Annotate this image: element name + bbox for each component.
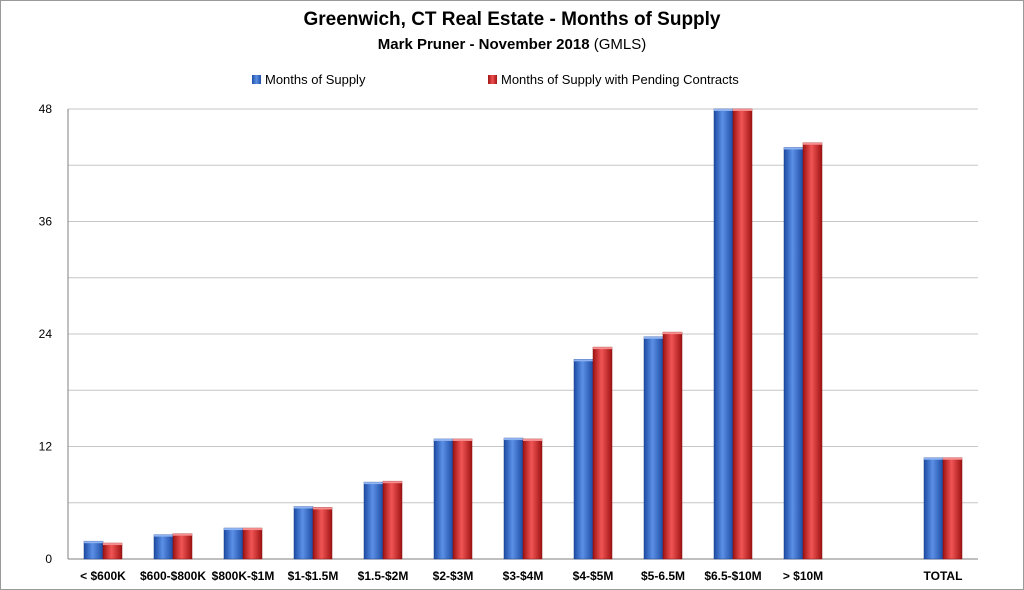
x-category-label: $5-6.5M bbox=[641, 569, 685, 583]
bar-top-highlight bbox=[434, 439, 453, 441]
bar-pending-contracts bbox=[592, 346, 613, 560]
chart-subtitle: Mark Pruner - November 2018 (GMLS) bbox=[0, 36, 1024, 53]
chart-legend: Months of Supply Months of Supply with P… bbox=[0, 72, 1024, 90]
bar-months-of-supply bbox=[223, 527, 244, 560]
bar-top-highlight bbox=[103, 543, 122, 546]
x-category-label: $1-$1.5M bbox=[288, 569, 339, 583]
bar-top-highlight bbox=[803, 142, 822, 145]
bar-top-highlight bbox=[313, 507, 332, 510]
axes: 0 12 24 36 48 < $600K $600-$800K $800K-$1M $1-$1… bbox=[39, 102, 963, 583]
y-tick-label: 12 bbox=[39, 440, 53, 454]
legend-label-pending-contracts: Months of Supply with Pending Contracts bbox=[501, 72, 739, 87]
legend-item-months-of-supply: Months of Supply bbox=[252, 72, 365, 87]
x-category-label: < $600K bbox=[80, 569, 126, 583]
bar-top-highlight bbox=[644, 336, 663, 339]
bar-top-highlight bbox=[173, 533, 192, 536]
x-category-label: $1.5-$2M bbox=[358, 569, 409, 583]
y-tick-label: 48 bbox=[39, 102, 53, 116]
bar-top-highlight bbox=[733, 109, 752, 111]
chart-title: Greenwich, CT Real Estate - Months of Su… bbox=[303, 9, 721, 30]
chart-subtitle-bold: Mark Pruner - November 2018 bbox=[377, 36, 590, 53]
bar-months-of-supply bbox=[153, 534, 174, 560]
bar-months-of-supply bbox=[783, 147, 804, 560]
bar-months-of-supply bbox=[643, 336, 664, 560]
x-category-label: TOTAL bbox=[924, 569, 963, 583]
bar-pending-contracts bbox=[802, 142, 823, 560]
x-category-label: $3-$4M bbox=[503, 569, 544, 583]
x-category-label: $800K-$1M bbox=[212, 569, 275, 583]
bar-top-highlight bbox=[924, 457, 943, 460]
bar-pending-contracts bbox=[102, 542, 123, 560]
y-tick-label: 24 bbox=[39, 327, 53, 341]
bar-pending-contracts bbox=[942, 457, 963, 560]
bar-top-highlight bbox=[294, 506, 313, 509]
y-tick-label: 36 bbox=[39, 215, 53, 229]
bar-top-highlight bbox=[504, 438, 523, 441]
bar-months-of-supply bbox=[573, 359, 594, 560]
bar-top-highlight bbox=[364, 482, 383, 485]
chart-subtitle-source: (GMLS) bbox=[593, 36, 647, 53]
bar-pending-contracts bbox=[172, 533, 193, 560]
bar-months-of-supply bbox=[713, 108, 734, 560]
bar-pending-contracts bbox=[312, 507, 333, 560]
x-category-label: $4-$5M bbox=[573, 569, 614, 583]
bar-top-highlight bbox=[523, 439, 542, 441]
bar-pending-contracts bbox=[382, 480, 403, 560]
bar-pending-contracts bbox=[242, 527, 263, 560]
bar-top-highlight bbox=[154, 534, 173, 537]
bar-months-of-supply bbox=[363, 481, 384, 560]
bar-top-highlight bbox=[593, 347, 612, 350]
bar-top-highlight bbox=[943, 457, 962, 460]
bar-top-highlight bbox=[714, 109, 733, 111]
bars bbox=[83, 108, 963, 560]
bar-top-highlight bbox=[84, 541, 103, 544]
bar-months-of-supply bbox=[293, 506, 314, 560]
legend-swatch-blue bbox=[252, 75, 261, 84]
bar-pending-contracts bbox=[522, 438, 543, 560]
y-tick-label: 0 bbox=[45, 552, 52, 566]
bar-months-of-supply bbox=[503, 437, 524, 560]
legend-item-pending-contracts: Months of Supply with Pending Contracts bbox=[488, 72, 739, 87]
bar-months-of-supply bbox=[83, 540, 104, 560]
legend-label-months-of-supply: Months of Supply bbox=[265, 72, 366, 87]
bar-top-highlight bbox=[383, 481, 402, 484]
bar-top-highlight bbox=[243, 528, 262, 531]
bar-pending-contracts bbox=[732, 108, 753, 560]
bar-top-highlight bbox=[784, 147, 803, 150]
bar-pending-contracts bbox=[452, 438, 473, 560]
bar-pending-contracts bbox=[662, 331, 683, 560]
bar-top-highlight bbox=[224, 528, 243, 531]
bar-months-of-supply bbox=[923, 457, 944, 560]
legend-swatch-red bbox=[488, 75, 497, 84]
bar-top-highlight bbox=[453, 439, 472, 441]
bar-months-of-supply bbox=[433, 438, 454, 560]
x-category-label: $2-$3M bbox=[433, 569, 474, 583]
bar-top-highlight bbox=[574, 359, 593, 362]
bar-top-highlight bbox=[663, 332, 682, 335]
x-category-label: $600-$800K bbox=[140, 569, 206, 583]
x-category-label: $6.5-$10M bbox=[704, 569, 761, 583]
x-category-label: > $10M bbox=[783, 569, 823, 583]
